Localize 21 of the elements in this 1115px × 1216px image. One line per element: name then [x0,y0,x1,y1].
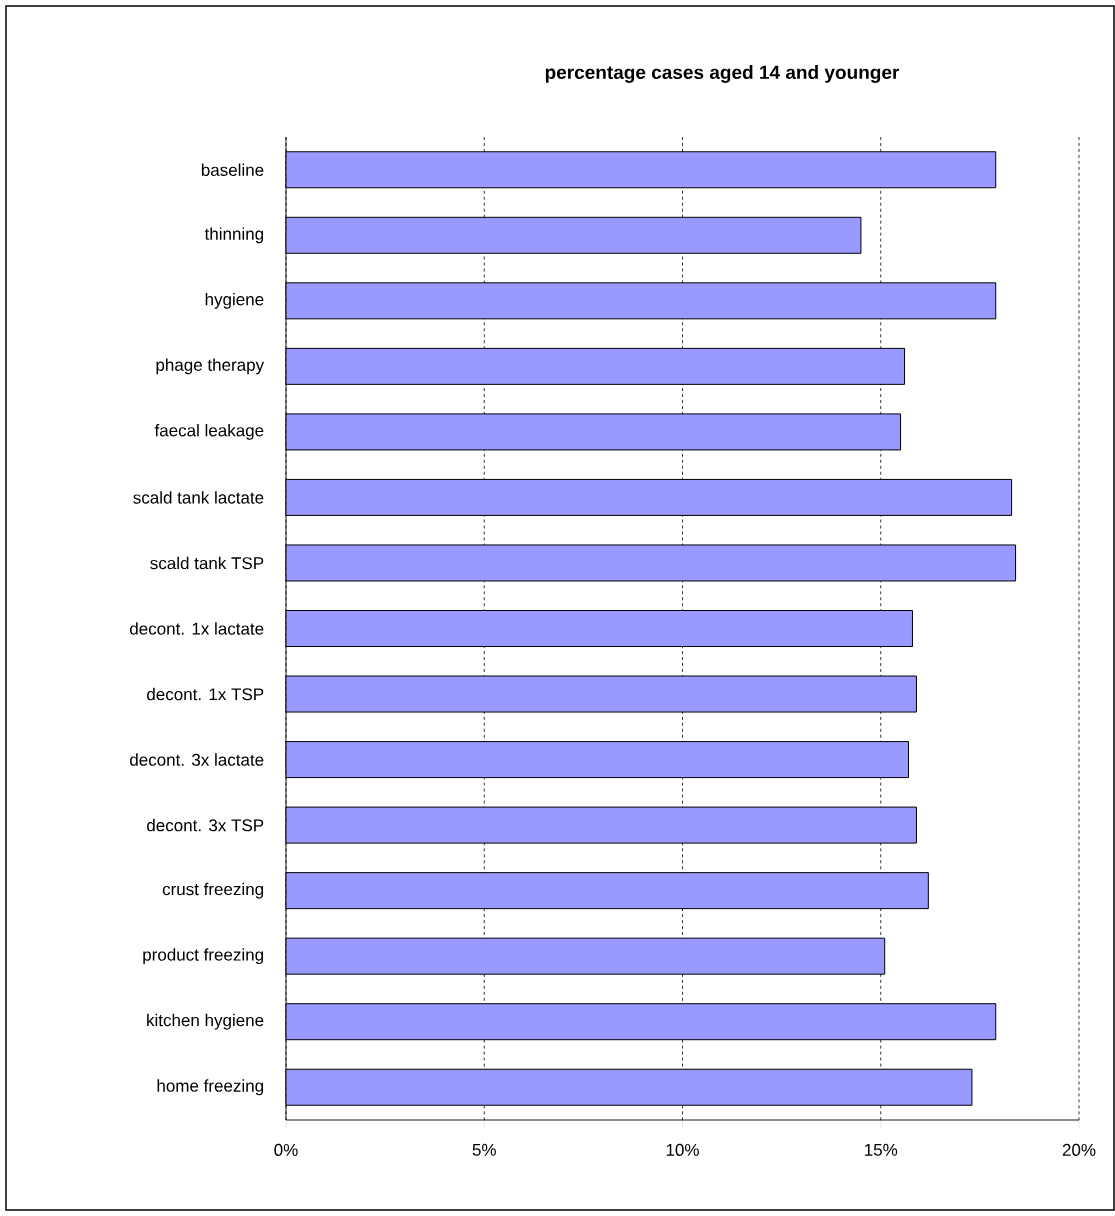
y-tick-label: baseline [201,163,264,177]
x-tick-label: 0% [274,1143,298,1156]
y-tick-label: product freezing [143,948,264,965]
chart-title: percentage cases aged 14 and younger [545,65,900,83]
y-tick-label: faecal leakage [154,423,264,440]
y-tick-label: home freezing [157,1079,264,1096]
y-tick-label: decont. 3x lactate [130,753,264,766]
y-tick-label: decont. 1x TSP [147,687,264,701]
y-tick-label: thinning [204,227,264,244]
y-tick-label: scald tank lactate [133,491,264,504]
x-tick-label: 15% [865,1143,898,1156]
x-tick-label: 20% [1062,1143,1096,1156]
y-tick-label: phage therapy [156,358,265,375]
y-tick-label: decont. 3x TSP [147,818,264,832]
y-tick-label: decont. 1x lactate [130,622,264,635]
y-tick-label: kitchen hygiene [147,1013,264,1030]
y-tick-label: hygiene [205,292,264,309]
x-tick-label: 10% [666,1143,699,1156]
y-tick-label: crust freezing [162,882,264,899]
x-tick-label: 5% [472,1143,496,1156]
y-tick-label: scald tank TSP [150,556,264,570]
